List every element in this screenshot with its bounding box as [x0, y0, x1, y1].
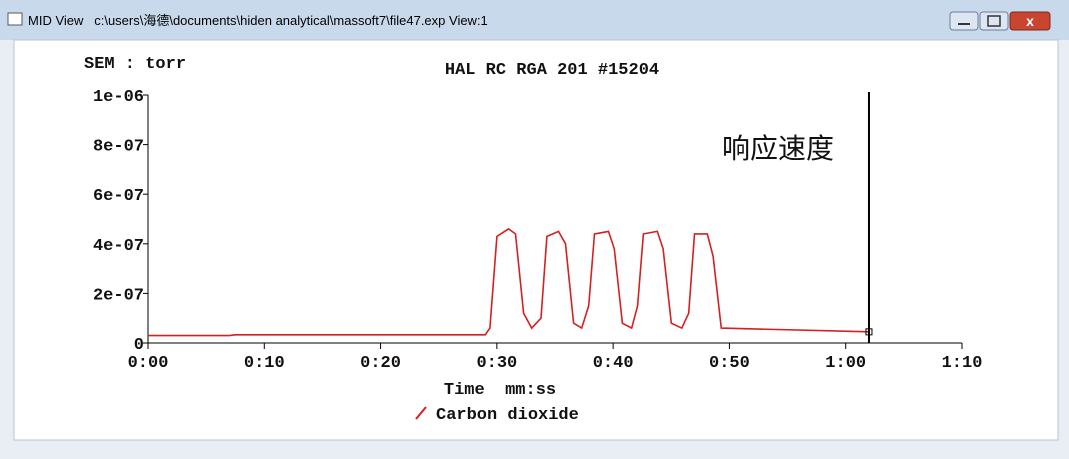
x-axis-label: Time mm:ss [444, 381, 556, 400]
legend-label: Carbon dioxide [436, 406, 579, 425]
y-tick-label: 4e-07 [93, 237, 144, 256]
x-tick-label: 1:00 [825, 354, 866, 373]
y-tick-label: 2e-07 [93, 286, 144, 305]
legend-swatch [415, 406, 427, 420]
y-tick-label: 8e-07 [93, 138, 144, 157]
y-tick-label: 1e-06 [93, 88, 144, 107]
data-line [148, 227, 870, 337]
y-tick-label: 6e-07 [93, 187, 144, 206]
minimize-button[interactable] [949, 11, 979, 31]
close-icon: x [1026, 13, 1034, 29]
y-tick-label: 0 [134, 336, 144, 355]
y-unit-label: SEM : torr [84, 55, 186, 74]
maximize-button[interactable] [979, 11, 1009, 31]
chart-panel [13, 39, 1059, 441]
chart-title: HAL RC RGA 201 #15204 [445, 61, 659, 80]
maximize-icon [987, 15, 1001, 27]
cursor-marker [865, 328, 873, 336]
x-tick-label: 0:20 [360, 354, 401, 373]
x-tick-label: 0:10 [244, 354, 285, 373]
x-tick-label: 1:10 [942, 354, 983, 373]
x-tick-label: 0:30 [476, 354, 517, 373]
x-tick-label: 0:40 [593, 354, 634, 373]
close-button[interactable] [1009, 11, 1051, 31]
x-tick-label: 0:00 [128, 354, 169, 373]
window-icon [7, 12, 23, 26]
title-bar [0, 0, 1069, 40]
window-title: MID View c:\users\海德\documents\hiden ana… [28, 13, 488, 28]
x-tick-label: 0:50 [709, 354, 750, 373]
annotation: 响应速度 [722, 132, 834, 165]
